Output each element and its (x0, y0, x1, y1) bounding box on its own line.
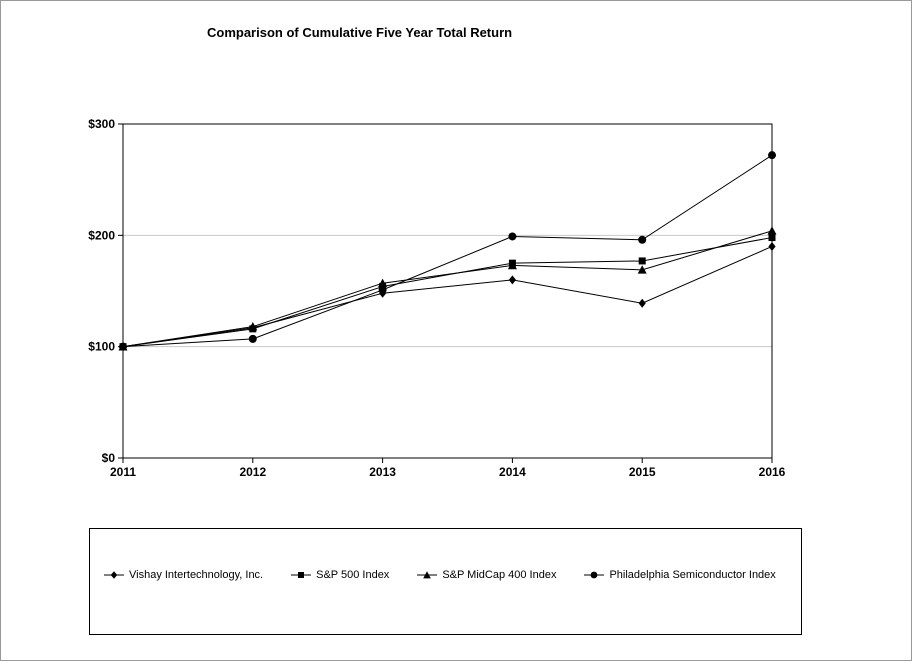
series-line-square (122, 237, 773, 348)
data-point-triangle (248, 322, 258, 331)
y-axis-tick-label: $100 (88, 340, 115, 354)
data-point-square (638, 257, 646, 265)
x-axis-tick-label: 2013 (369, 465, 396, 479)
data-point-circle (638, 235, 647, 244)
data-point-triangle (378, 278, 388, 288)
legend-label-sp500: S&P 500 Index (316, 568, 390, 581)
x-axis-tick-label: 2016 (759, 465, 786, 479)
data-point-circle (508, 232, 517, 241)
data-point-circle (768, 151, 776, 160)
legend-label-phlx-semiconductor: Philadelphia Semiconductor Index (609, 568, 776, 581)
data-point-triangle (637, 265, 647, 274)
legend-label-vishay: Vishay Intertechnology, Inc. (129, 568, 264, 581)
data-point-triangle (767, 226, 777, 235)
triangle-marker-icon (417, 570, 438, 578)
y-axis-tick-label: $0 (102, 451, 116, 465)
chart-canvas: $0 $100 $200 $300 2011 2012 2013 2014 2015 2016 (88, 117, 786, 479)
data-point-square (768, 234, 776, 242)
data-point-diamond (508, 275, 516, 285)
plot-frame (122, 123, 773, 459)
series-line-triangle (122, 230, 773, 348)
diamond-marker-icon (104, 570, 124, 579)
legend-item-sp500: S&P 500 Index (291, 569, 389, 581)
legend-label-midcap400: S&P MidCap 400 Index (442, 568, 557, 581)
legend-item-vishay: Vishay Intertechnology, Inc. (104, 569, 263, 581)
data-point-diamond (768, 241, 776, 251)
y-axis-tick-label: $200 (88, 228, 115, 242)
data-point-triangle (507, 260, 517, 270)
data-point-circle (119, 342, 127, 351)
x-axis-tick-label: 2012 (239, 465, 266, 479)
y-axis-tick-label: $300 (88, 117, 115, 131)
data-point-circle (378, 285, 387, 294)
legend-item-midcap400: S&P MidCap 400 Index (417, 569, 556, 581)
x-axis-tick-label: 2011 (110, 465, 136, 479)
data-point-diamond (638, 298, 646, 308)
circle-marker-icon (584, 571, 605, 578)
series-line-circle (122, 154, 773, 348)
x-axis-tick-label: 2015 (629, 465, 656, 479)
chart-title: Comparison of Cumulative Five Year Total… (207, 25, 513, 40)
data-point-circle (248, 334, 257, 343)
square-marker-icon (291, 571, 312, 578)
legend-item-phlx-semiconductor: Philadelphia Semiconductor Index (584, 568, 776, 581)
x-axis-tick-label: 2014 (499, 465, 526, 479)
series-line-diamond (122, 246, 773, 348)
legend: Vishay Intertechnology, Inc. S&P 500 Ind… (89, 528, 802, 635)
